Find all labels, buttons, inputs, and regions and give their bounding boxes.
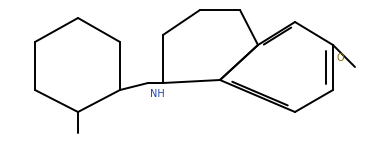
Text: NH: NH: [150, 89, 165, 99]
Text: O: O: [336, 53, 344, 63]
